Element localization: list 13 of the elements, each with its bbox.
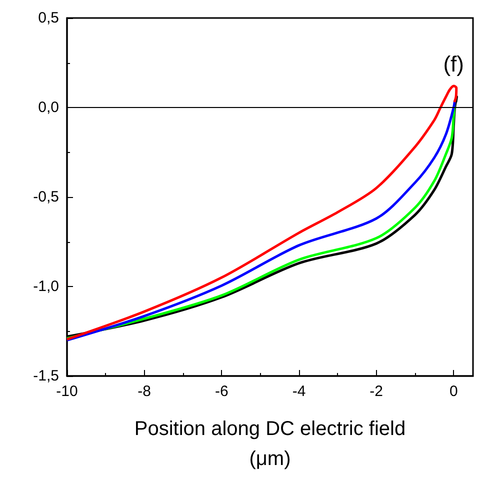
y-tick-label: 0,0	[38, 99, 59, 116]
x-tick-label: -4	[292, 383, 306, 400]
y-tick-label: -1,0	[33, 278, 59, 295]
x-tick-label: -10	[56, 383, 78, 400]
annotation: (f)	[443, 52, 464, 76]
x-axis-title: Position along DC electric field (μm)	[134, 418, 406, 470]
x-tick-label: -8	[138, 383, 152, 400]
y-tick-label: -1,5	[33, 368, 59, 384]
y-tick-label: 0,5	[38, 10, 59, 26]
y-tick-label: -0,5	[33, 188, 59, 206]
x-tick-label: 0	[449, 383, 458, 400]
x-tick-label: -2	[370, 383, 384, 400]
x-tick-label: -6	[214, 383, 228, 400]
